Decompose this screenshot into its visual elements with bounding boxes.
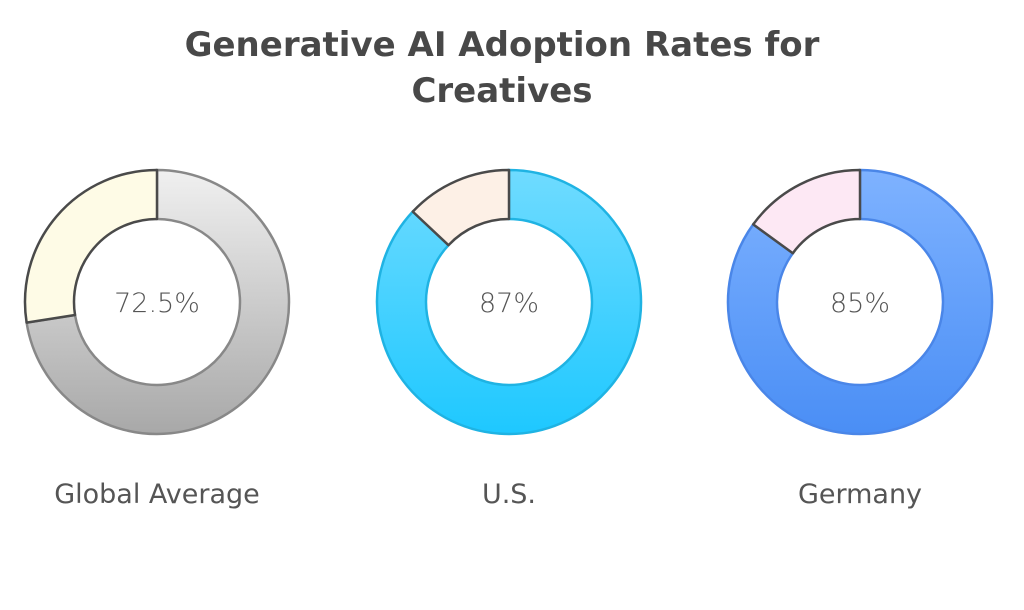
chart-title-line-1: Generative AI Adoption Rates for — [184, 25, 820, 65]
donut-u-s: 87% U.S. — [375, 168, 643, 510]
category-label: Germany — [798, 479, 922, 510]
donut-center-label: 72.5% — [114, 288, 200, 319]
category-label: U.S. — [482, 479, 536, 510]
category-label: Global Average — [54, 479, 260, 510]
donut-slice-remainder — [411, 168, 511, 247]
donut-center-label: 85% — [830, 288, 890, 319]
donut-slice-value — [726, 168, 994, 436]
donut-global-average: 72.5% Global Average — [23, 168, 291, 510]
donut-slice-value — [25, 168, 291, 436]
donut-slice-remainder — [23, 168, 159, 324]
chart-title-line-2: Creatives — [411, 71, 593, 111]
donut-center-label: 87% — [479, 288, 539, 319]
donut-slice-remainder — [751, 168, 862, 255]
chart-title: Generative AI Adoption Rates for Creativ… — [0, 22, 1004, 114]
donut-germany: 85% Germany — [726, 168, 994, 510]
donut-slice-value — [375, 168, 643, 436]
